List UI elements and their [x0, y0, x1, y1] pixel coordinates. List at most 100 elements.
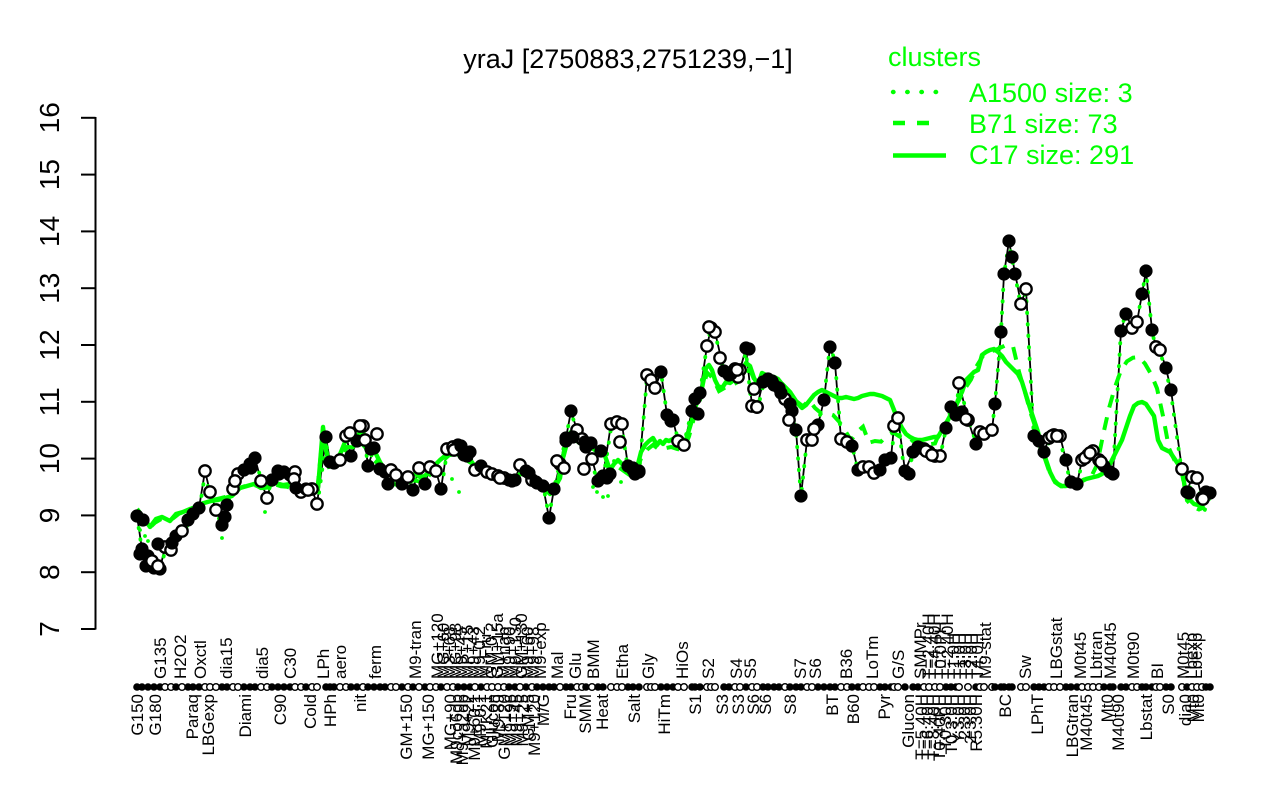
- svg-text:S7: S7: [791, 658, 810, 679]
- svg-text:GM+130: GM+130: [512, 613, 531, 679]
- svg-text:MG+120: MG+120: [428, 613, 447, 679]
- svg-text:M9+98: M9+98: [524, 627, 543, 679]
- svg-text:M9+45: M9+45: [507, 694, 526, 746]
- svg-text:LBGstat: LBGstat: [1047, 617, 1066, 679]
- svg-text:S3: S3: [729, 694, 748, 715]
- svg-text:T4:0H: T4:0H: [968, 633, 987, 679]
- svg-text:BC: BC: [996, 694, 1015, 718]
- svg-text:7: 7: [34, 621, 65, 637]
- svg-text:Glucon: Glucon: [899, 694, 918, 748]
- svg-text:S5: S5: [741, 658, 760, 679]
- svg-text:MTK21: MTK21: [477, 694, 496, 749]
- svg-text:LPhT: LPhT: [1028, 694, 1047, 735]
- svg-text:14: 14: [34, 216, 65, 247]
- svg-text:nit: nit: [351, 694, 370, 712]
- svg-text:T0.40PH: T0.40PH: [930, 694, 949, 761]
- svg-text:Gly: Gly: [639, 653, 658, 679]
- svg-text:13: 13: [34, 273, 65, 304]
- svg-text:ferm: ferm: [366, 645, 385, 679]
- svg-text:LPh: LPh: [314, 649, 333, 679]
- svg-text:Mal: Mal: [548, 652, 567, 679]
- svg-text:M+nab: M+nab: [494, 627, 513, 679]
- svg-text:H2O2: H2O2: [171, 635, 190, 679]
- svg-text:T=2.40H: T=2.40H: [919, 613, 938, 679]
- svg-text:B71 size: 73: B71 size: 73: [969, 109, 1118, 139]
- svg-text:BT: BT: [823, 694, 842, 716]
- svg-text:12: 12: [34, 329, 65, 360]
- svg-text:Oxctl: Oxctl: [191, 640, 210, 679]
- svg-text:Lbstat: Lbstat: [1137, 694, 1156, 741]
- svg-text:SMM: SMM: [576, 694, 595, 734]
- svg-text:8: 8: [34, 564, 65, 580]
- svg-text:Lbtran: Lbtran: [1087, 631, 1106, 679]
- svg-text:M9+130: M9+130: [506, 617, 525, 679]
- svg-text:R5.30H: R5.30H: [967, 694, 986, 752]
- svg-text:clusters: clusters: [888, 42, 981, 72]
- svg-text:M9-0:1: M9-0:1: [471, 694, 490, 747]
- svg-text:M9+25: M9+25: [513, 694, 532, 746]
- svg-text:2:30H: 2:30H: [955, 694, 974, 739]
- svg-text:11: 11: [34, 387, 65, 416]
- svg-text:Glu: Glu: [566, 653, 585, 679]
- svg-text:Cold: Cold: [301, 694, 320, 729]
- svg-text:HPh: HPh: [321, 694, 340, 727]
- svg-text:M9+60: M9+60: [518, 627, 537, 679]
- svg-text:MG+150: MG+150: [419, 694, 438, 760]
- svg-text:T=2.40H: T=2.40H: [938, 613, 957, 679]
- svg-text:T0.3:0H: T0.3:0H: [942, 694, 961, 754]
- svg-text:M40t45: M40t45: [1101, 622, 1120, 679]
- svg-text:S8: S8: [781, 694, 800, 715]
- svg-text:Paraq: Paraq: [183, 694, 202, 739]
- svg-text:Mt0: Mt0: [1098, 694, 1117, 722]
- svg-text:GM+15a: GM+15a: [488, 613, 507, 679]
- svg-text:HiTm: HiTm: [655, 694, 674, 735]
- svg-text:M-Fru: M-Fru: [476, 634, 495, 679]
- svg-text:Y.3:0H: Y.3:0H: [949, 694, 968, 744]
- svg-text:T1:0H: T1:0H: [950, 633, 969, 679]
- svg-text:GM+5: GM+5: [519, 694, 538, 741]
- svg-text:HiOs: HiOs: [673, 641, 692, 679]
- svg-text:Lbexp: Lbexp: [1187, 633, 1206, 679]
- svg-text:GM+150: GM+150: [397, 694, 416, 760]
- svg-text:G150: G150: [128, 694, 147, 736]
- svg-text:T=8.40H: T=8.40H: [924, 694, 943, 760]
- svg-text:S2: S2: [699, 658, 718, 679]
- svg-text:M9-tran: M9-tran: [406, 620, 425, 679]
- svg-text:GM+120: GM+120: [495, 694, 514, 760]
- svg-text:S6: S6: [806, 658, 825, 679]
- svg-text:A1500 size: 3: A1500 size: 3: [969, 78, 1133, 108]
- svg-text:C17 size: 291: C17 size: 291: [969, 140, 1134, 170]
- svg-text:B36: B36: [837, 649, 856, 679]
- svg-text:B60: B60: [844, 694, 863, 724]
- svg-text:M9-0.2: M9-0.2: [470, 626, 489, 679]
- svg-text:S6: S6: [756, 694, 775, 715]
- svg-text:M0t45: M0t45: [1071, 632, 1090, 679]
- svg-text:Lbexp: Lbexp: [1182, 633, 1201, 679]
- svg-text:Pyr: Pyr: [875, 694, 894, 720]
- svg-text:Mt0: Mt0: [1184, 694, 1203, 722]
- svg-text:Etha: Etha: [613, 643, 632, 679]
- svg-text:BMM: BMM: [584, 639, 603, 679]
- svg-text:15: 15: [34, 159, 65, 190]
- svg-text:MG+98: MG+98: [446, 623, 465, 679]
- svg-text:T=4.40H: T=4.40H: [925, 613, 944, 679]
- svg-text:M9+22: M9+22: [459, 694, 478, 746]
- svg-text:MG+60: MG+60: [434, 623, 453, 679]
- svg-text:M40t90: M40t90: [1109, 694, 1128, 751]
- svg-text:MG+90: MG+90: [441, 694, 460, 750]
- svg-text:C30: C30: [281, 648, 300, 679]
- svg-text:2:3:0H: 2:3:0H: [961, 694, 980, 744]
- svg-text:M9-89: M9-89: [489, 694, 508, 742]
- svg-text:G135: G135: [151, 637, 170, 679]
- svg-text:S4: S4: [727, 658, 746, 679]
- svg-text:Heat: Heat: [593, 694, 612, 730]
- svg-text:T3:0H: T3:0H: [956, 633, 975, 679]
- svg-text:BI: BI: [1148, 663, 1167, 679]
- svg-text:Diami: Diami: [236, 694, 255, 737]
- svg-text:dia15: dia15: [217, 637, 236, 679]
- svg-text:Fru: Fru: [561, 694, 580, 720]
- svg-text:T=6.40H: T=6.40H: [918, 694, 937, 760]
- svg-text:M9+a2dp: M9+a2dp: [453, 694, 472, 765]
- svg-text:Glucon: Glucon: [483, 694, 502, 748]
- svg-text:9: 9: [34, 508, 65, 524]
